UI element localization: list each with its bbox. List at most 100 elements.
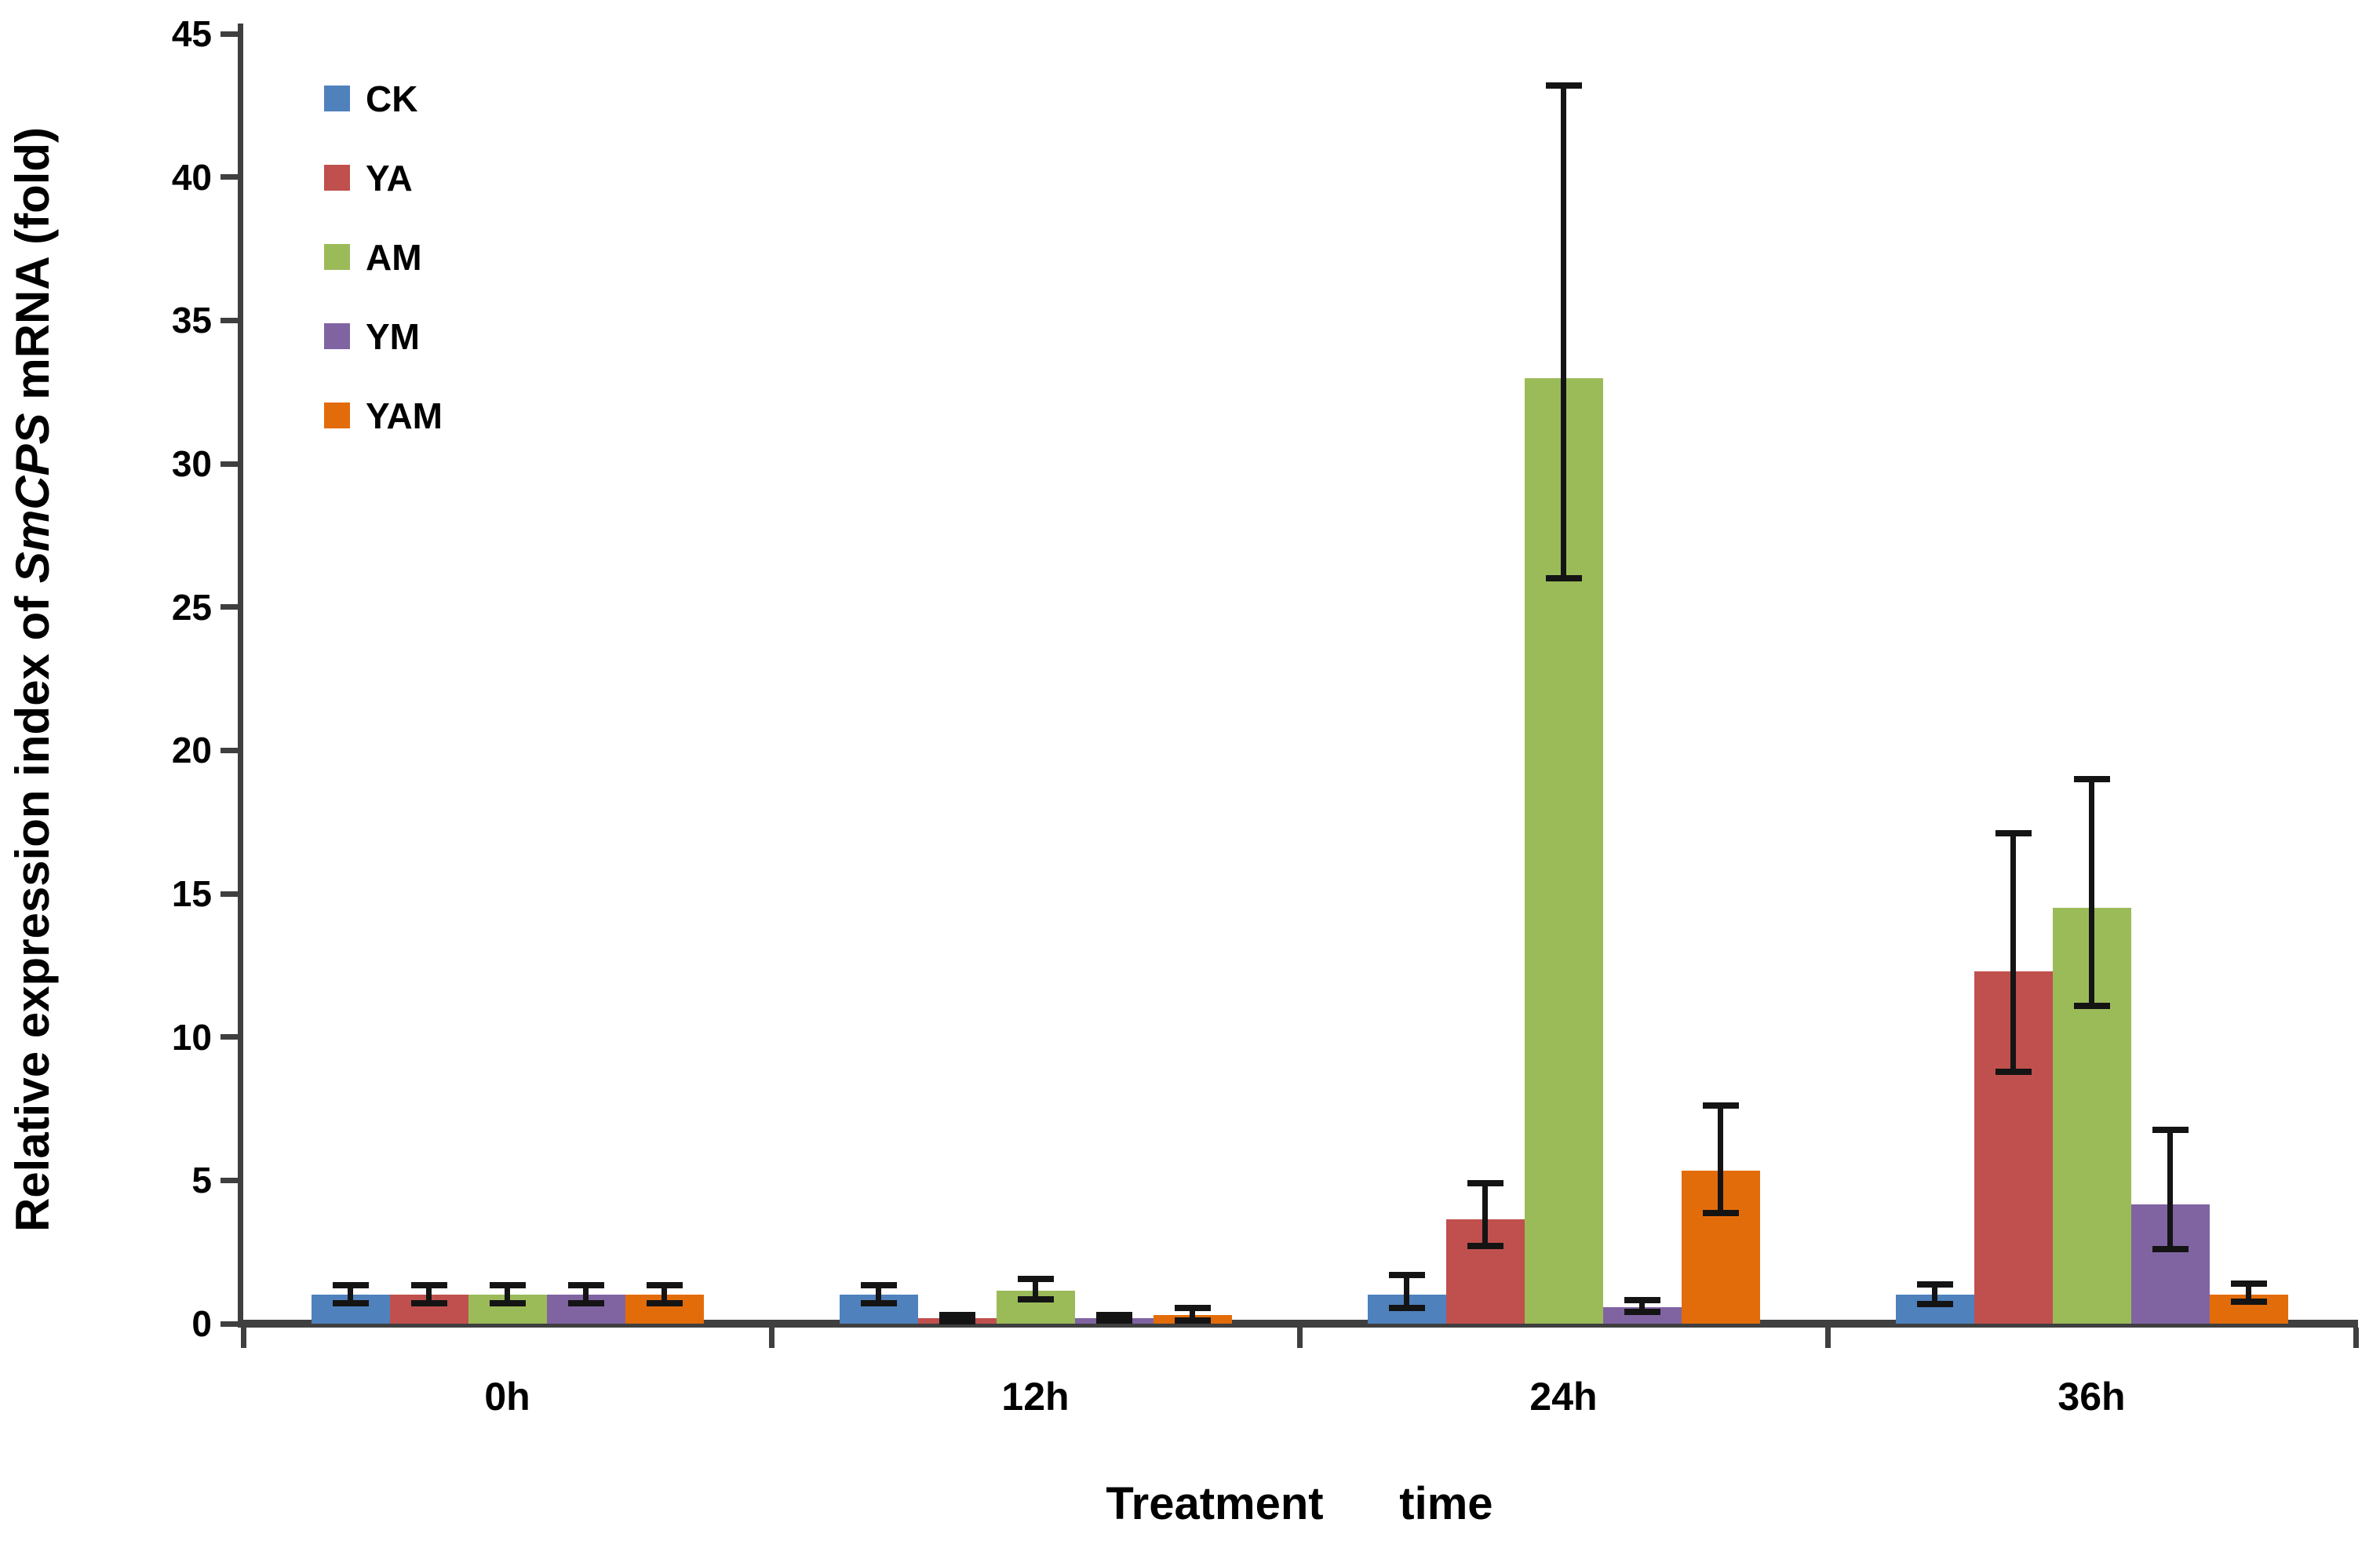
legend-label-YA: YA [366, 158, 413, 199]
error-bar-cap-bottom-YA-24h [1467, 1243, 1503, 1250]
error-bar-YM-36h [2167, 1130, 2173, 1250]
x-category-label-36h: 36h [2057, 1375, 2126, 1419]
error-bar-cap-bottom-CK-24h [1388, 1304, 1425, 1311]
error-bar-YAM-36h [2246, 1283, 2251, 1302]
error-bar-cap-bottom-CK-36h [1916, 1301, 1953, 1308]
error-bar-cap-bottom-CK-12h [860, 1300, 897, 1307]
legend-swatch-YA [324, 165, 350, 191]
error-bar-AM-0h [505, 1284, 510, 1304]
error-bar-YAM-0h [662, 1284, 667, 1304]
error-bar-cap-top-YM-12h [1095, 1312, 1132, 1319]
error-bar-cap-top-AM-12h [1017, 1276, 1054, 1283]
y-axis-title-gene-italic: SmCPS [6, 413, 59, 584]
error-bar-CK-12h [876, 1284, 881, 1304]
y-axis-tick [221, 317, 238, 323]
error-bar-YA-0h [426, 1284, 432, 1304]
y-axis-tick [221, 747, 238, 753]
error-bar-cap-top-AM-24h [1545, 82, 1582, 89]
error-bar-cap-top-YM-36h [2152, 1127, 2189, 1134]
error-bar-YM-0h [583, 1284, 589, 1304]
error-bar-cap-top-YA-36h [1995, 830, 2032, 837]
y-axis-line [238, 24, 243, 1328]
error-bar-cap-top-YA-24h [1467, 1180, 1503, 1186]
legend-swatch-AM [324, 244, 350, 270]
legend-swatch-YM [324, 323, 350, 349]
error-bar-cap-bottom-AM-24h [1545, 575, 1582, 582]
y-axis-tick-label: 5 [191, 1160, 212, 1201]
error-bar-cap-top-AM-36h [2073, 775, 2110, 782]
y-axis-tick [221, 891, 238, 897]
y-axis-tick-label: 15 [171, 873, 212, 915]
error-bar-cap-bottom-YM-36h [2152, 1246, 2189, 1253]
legend-label-CK: CK [366, 78, 418, 119]
x-axis-title: Treatment time [1106, 1478, 1493, 1529]
x-category-label-12h: 12h [1001, 1375, 1070, 1419]
error-bar-cap-bottom-YA-0h [410, 1300, 447, 1307]
error-bar-cap-top-CK-36h [1916, 1281, 1953, 1288]
y-axis-tick [221, 174, 238, 180]
y-axis-tick-label: 35 [171, 300, 212, 341]
y-axis-title-prefix: Relative expression index of [6, 583, 59, 1233]
error-bar-cap-bottom-YAM-24h [1702, 1210, 1739, 1217]
error-bar-cap-bottom-AM-12h [1017, 1295, 1054, 1302]
x-axis-tick [1824, 1328, 1831, 1348]
error-bar-cap-bottom-YM-0h [567, 1300, 604, 1307]
y-axis-tick [221, 604, 238, 610]
error-bar-cap-top-YM-0h [567, 1281, 604, 1288]
x-category-label-24h: 24h [1529, 1375, 1598, 1419]
error-bar-cap-bottom-YA-12h [939, 1318, 975, 1325]
error-bar-cap-top-YA-0h [410, 1281, 447, 1288]
error-bar-YA-24h [1482, 1183, 1488, 1247]
y-axis-title-suffix: mRNA (fold) [6, 126, 59, 413]
y-axis-title: Relative expression index of SmCPS mRNA … [6, 126, 59, 1233]
error-bar-cap-bottom-YA-36h [1995, 1068, 2032, 1075]
error-bar-cap-bottom-CK-0h [332, 1300, 369, 1307]
x-category-label-0h: 0h [484, 1375, 530, 1419]
y-axis-tick-label: 30 [171, 443, 212, 485]
error-bar-cap-top-CK-12h [860, 1281, 897, 1288]
error-bar-cap-top-YAM-12h [1174, 1304, 1211, 1311]
x-axis-tick [240, 1328, 246, 1348]
x-axis-line [238, 1320, 2358, 1328]
y-axis-tick-label: 20 [171, 730, 212, 771]
error-bar-YM-24h [1639, 1300, 1645, 1313]
error-bar-cap-bottom-YAM-12h [1174, 1317, 1211, 1324]
x-axis-tick [768, 1328, 775, 1348]
error-bar-AM-36h [2089, 778, 2094, 1006]
error-bar-AM-24h [1561, 85, 1566, 579]
error-bar-CK-0h [348, 1284, 353, 1304]
y-axis-tick-label: 25 [171, 586, 212, 628]
y-axis-tick [221, 1321, 238, 1327]
error-bar-cap-top-YAM-36h [2230, 1280, 2267, 1287]
error-bar-cap-top-YAM-24h [1702, 1102, 1739, 1109]
legend-swatch-YAM [324, 403, 350, 428]
error-bar-YAM-12h [1190, 1307, 1195, 1321]
y-axis-tick-label: 0 [191, 1303, 212, 1344]
error-bar-YA-36h [2010, 833, 2016, 1072]
legend-label-YAM: YAM [366, 395, 443, 436]
error-bar-YA-12h [954, 1315, 960, 1322]
y-axis-tick [221, 1034, 238, 1040]
legend-label-YM: YM [366, 316, 420, 357]
error-bar-cap-bottom-AM-0h [489, 1300, 526, 1307]
error-bar-YAM-24h [1718, 1106, 1723, 1214]
x-axis-tick [2353, 1328, 2359, 1348]
error-bar-AM-12h [1033, 1279, 1038, 1299]
legend-label-AM: AM [366, 237, 422, 278]
y-axis-tick [221, 461, 238, 467]
x-axis-tick [1296, 1328, 1303, 1348]
y-axis-tick [221, 1177, 238, 1183]
y-axis-tick-label: 40 [171, 156, 212, 198]
error-bar-cap-bottom-YM-24h [1624, 1309, 1660, 1316]
error-bar-cap-top-CK-0h [332, 1281, 369, 1288]
error-bar-cap-bottom-YAM-0h [646, 1300, 683, 1307]
error-bar-cap-top-YA-12h [939, 1312, 975, 1319]
y-axis-tick [221, 31, 238, 37]
error-bar-cap-top-YM-24h [1624, 1297, 1660, 1304]
y-axis-tick-label: 45 [171, 13, 212, 55]
y-axis-tick-label: 10 [171, 1016, 212, 1058]
error-bar-CK-36h [1932, 1284, 1937, 1305]
error-bar-cap-top-AM-0h [489, 1281, 526, 1288]
error-bar-cap-top-CK-24h [1388, 1271, 1425, 1278]
